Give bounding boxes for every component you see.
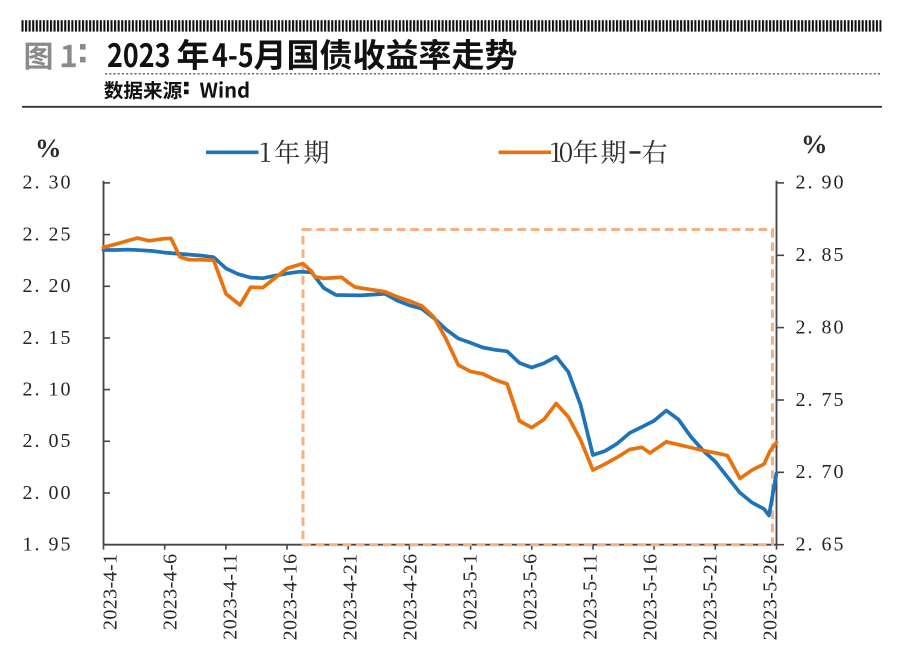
svg-text:%: % — [801, 129, 828, 159]
svg-text:2023-5-11: 2023-5-11 — [580, 554, 602, 640]
svg-text:2. 00: 2. 00 — [23, 482, 73, 504]
svg-text:2023-4-11: 2023-4-11 — [220, 554, 242, 640]
svg-text:2023-4-16: 2023-4-16 — [280, 554, 302, 641]
svg-text:2. 70: 2. 70 — [796, 461, 846, 483]
svg-text:2023-4-21: 2023-4-21 — [340, 554, 362, 641]
svg-text:2. 85: 2. 85 — [796, 244, 846, 266]
svg-text:2. 75: 2. 75 — [796, 389, 846, 411]
svg-text:2. 25: 2. 25 — [23, 223, 73, 245]
svg-text:2023-4-6: 2023-4-6 — [160, 554, 182, 631]
svg-text:2. 05: 2. 05 — [23, 430, 73, 452]
svg-text:2023-5-26: 2023-5-26 — [760, 554, 782, 641]
svg-text:2. 15: 2. 15 — [23, 327, 73, 349]
svg-text:2. 10: 2. 10 — [23, 378, 73, 400]
svg-text:2. 20: 2. 20 — [23, 275, 73, 297]
svg-text:2023-5-6: 2023-5-6 — [520, 554, 542, 631]
svg-text:2023-5-16: 2023-5-16 — [640, 554, 662, 641]
svg-text:2023-4-26: 2023-4-26 — [400, 554, 422, 641]
svg-text:2023-4-1: 2023-4-1 — [100, 554, 122, 631]
svg-text:2. 30: 2. 30 — [23, 172, 73, 194]
svg-text:2023-5-1: 2023-5-1 — [460, 554, 482, 631]
svg-text:2. 80: 2. 80 — [796, 316, 846, 338]
svg-text:2. 65: 2. 65 — [796, 534, 846, 556]
svg-text:2. 90: 2. 90 — [796, 172, 846, 194]
svg-text:1. 95: 1. 95 — [23, 534, 73, 556]
svg-text:%: % — [35, 133, 62, 163]
svg-text:2023-5-21: 2023-5-21 — [700, 554, 722, 641]
